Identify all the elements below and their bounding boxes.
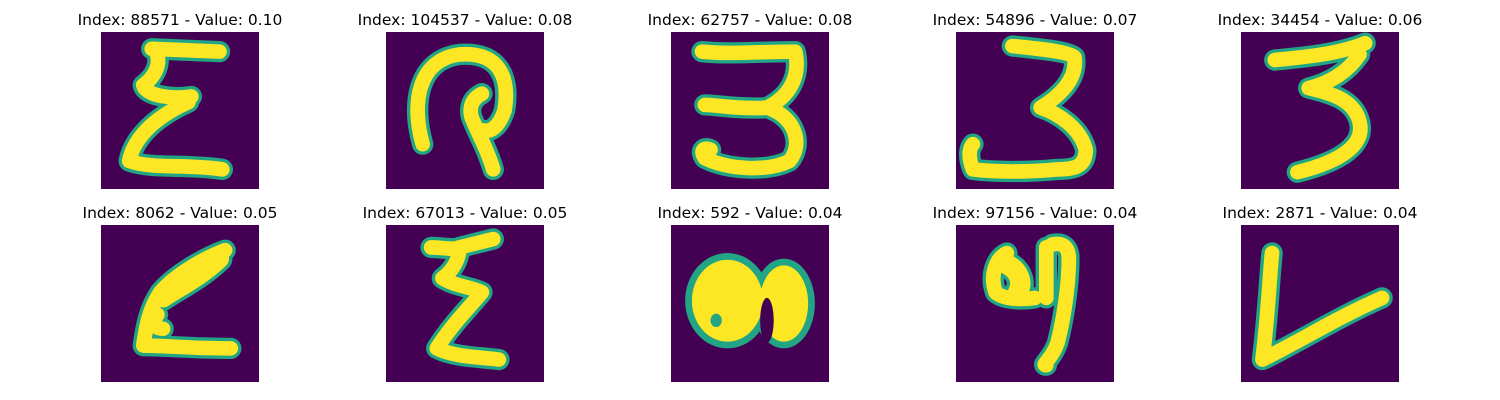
digit-image [386, 225, 544, 382]
panel-title: Index: 2871 - Value: 0.04 [1222, 204, 1418, 222]
panel-title: Index: 592 - Value: 0.04 [657, 204, 843, 222]
digit-image [1241, 32, 1399, 189]
image-panel-3: Index: 62757 - Value: 0.08 [605, 8, 895, 198]
digit-image [956, 225, 1114, 382]
digit-image [386, 32, 544, 189]
panel-title: Index: 104537 - Value: 0.08 [357, 11, 573, 29]
image-panel-5: Index: 34454 - Value: 0.06 [1175, 8, 1465, 198]
image-panel-1: Index: 88571 - Value: 0.10 [35, 8, 325, 198]
panel-title: Index: 97156 - Value: 0.04 [932, 204, 1138, 222]
digit-image [101, 225, 259, 382]
image-panel-4: Index: 54896 - Value: 0.07 [890, 8, 1180, 198]
image-panel-9: Index: 97156 - Value: 0.04 [890, 201, 1180, 391]
digit-image [956, 32, 1114, 189]
image-panel-7: Index: 67013 - Value: 0.05 [320, 201, 610, 391]
panel-title: Index: 67013 - Value: 0.05 [362, 204, 568, 222]
panel-title: Index: 88571 - Value: 0.10 [77, 11, 283, 29]
panel-title: Index: 62757 - Value: 0.08 [647, 11, 853, 29]
digit-image [1241, 225, 1399, 382]
image-panel-6: Index: 8062 - Value: 0.05 [35, 201, 325, 391]
image-panel-8: Index: 592 - Value: 0.04 [605, 201, 895, 391]
image-panel-2: Index: 104537 - Value: 0.08 [320, 8, 610, 198]
panel-title: Index: 54896 - Value: 0.07 [932, 11, 1138, 29]
digit-image [671, 32, 829, 189]
panel-title: Index: 8062 - Value: 0.05 [82, 204, 278, 222]
image-panel-10: Index: 2871 - Value: 0.04 [1175, 201, 1465, 391]
digit-image [101, 32, 259, 189]
digit-image [671, 225, 829, 382]
panel-title: Index: 34454 - Value: 0.06 [1217, 11, 1423, 29]
